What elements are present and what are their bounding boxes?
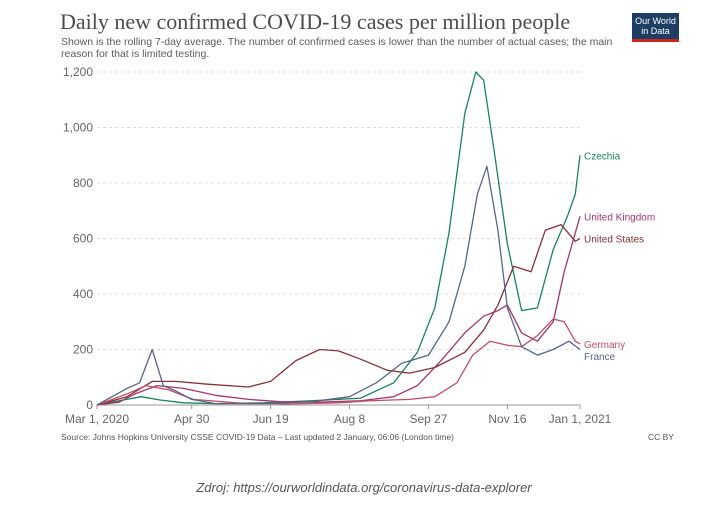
y-tick-label: 1,200: [63, 65, 93, 79]
series-label: United Kingdom: [584, 212, 655, 223]
series-line: [96, 318, 581, 406]
series-label: Czechia: [584, 151, 621, 162]
image-caption: Zdroj: https://ourworldindata.org/corona…: [196, 480, 532, 495]
source-note[interactable]: Source: Johns Hopkins University CSSE CO…: [61, 432, 454, 442]
series-line: [96, 223, 581, 406]
y-tick-label: 0: [86, 398, 93, 412]
license-label[interactable]: CC BY: [648, 432, 674, 442]
series-label: Germany: [584, 340, 625, 351]
x-tick-label: Sep 27: [409, 412, 447, 426]
x-tick-label: Mar 1, 2020: [65, 412, 129, 426]
x-tick-label: Apr 30: [174, 412, 210, 426]
y-tick-label: 200: [73, 343, 93, 357]
series-line: [96, 165, 581, 406]
series-line: [96, 216, 581, 406]
logo-line-1: Our World: [635, 16, 676, 26]
line-chart: 0 200 400 600 800 1,000 1,200 Mar 1, 2020 Apr 30…: [63, 65, 655, 426]
x-tick-label: Aug 8: [334, 412, 366, 426]
logo-line-2: in Data: [641, 26, 670, 36]
x-tick-label: Jan 1, 2021: [549, 412, 612, 426]
series-label: France: [584, 352, 616, 363]
y-tick-label: 400: [73, 287, 93, 301]
chart-title: Daily new confirmed COVID-19 cases per m…: [60, 9, 571, 34]
y-tick-label: 600: [73, 232, 93, 246]
y-tick-label: 800: [73, 176, 93, 190]
series-line: [96, 71, 581, 406]
owid-logo[interactable]: Our World in Data: [632, 13, 679, 42]
chart-subtitle: Shown is the rolling 7-day average. The …: [61, 36, 613, 60]
series-label: United States: [584, 235, 644, 246]
x-tick-label: Nov 16: [488, 412, 526, 426]
x-tick-label: Jun 19: [253, 412, 289, 426]
y-tick-label: 1,000: [63, 121, 93, 135]
